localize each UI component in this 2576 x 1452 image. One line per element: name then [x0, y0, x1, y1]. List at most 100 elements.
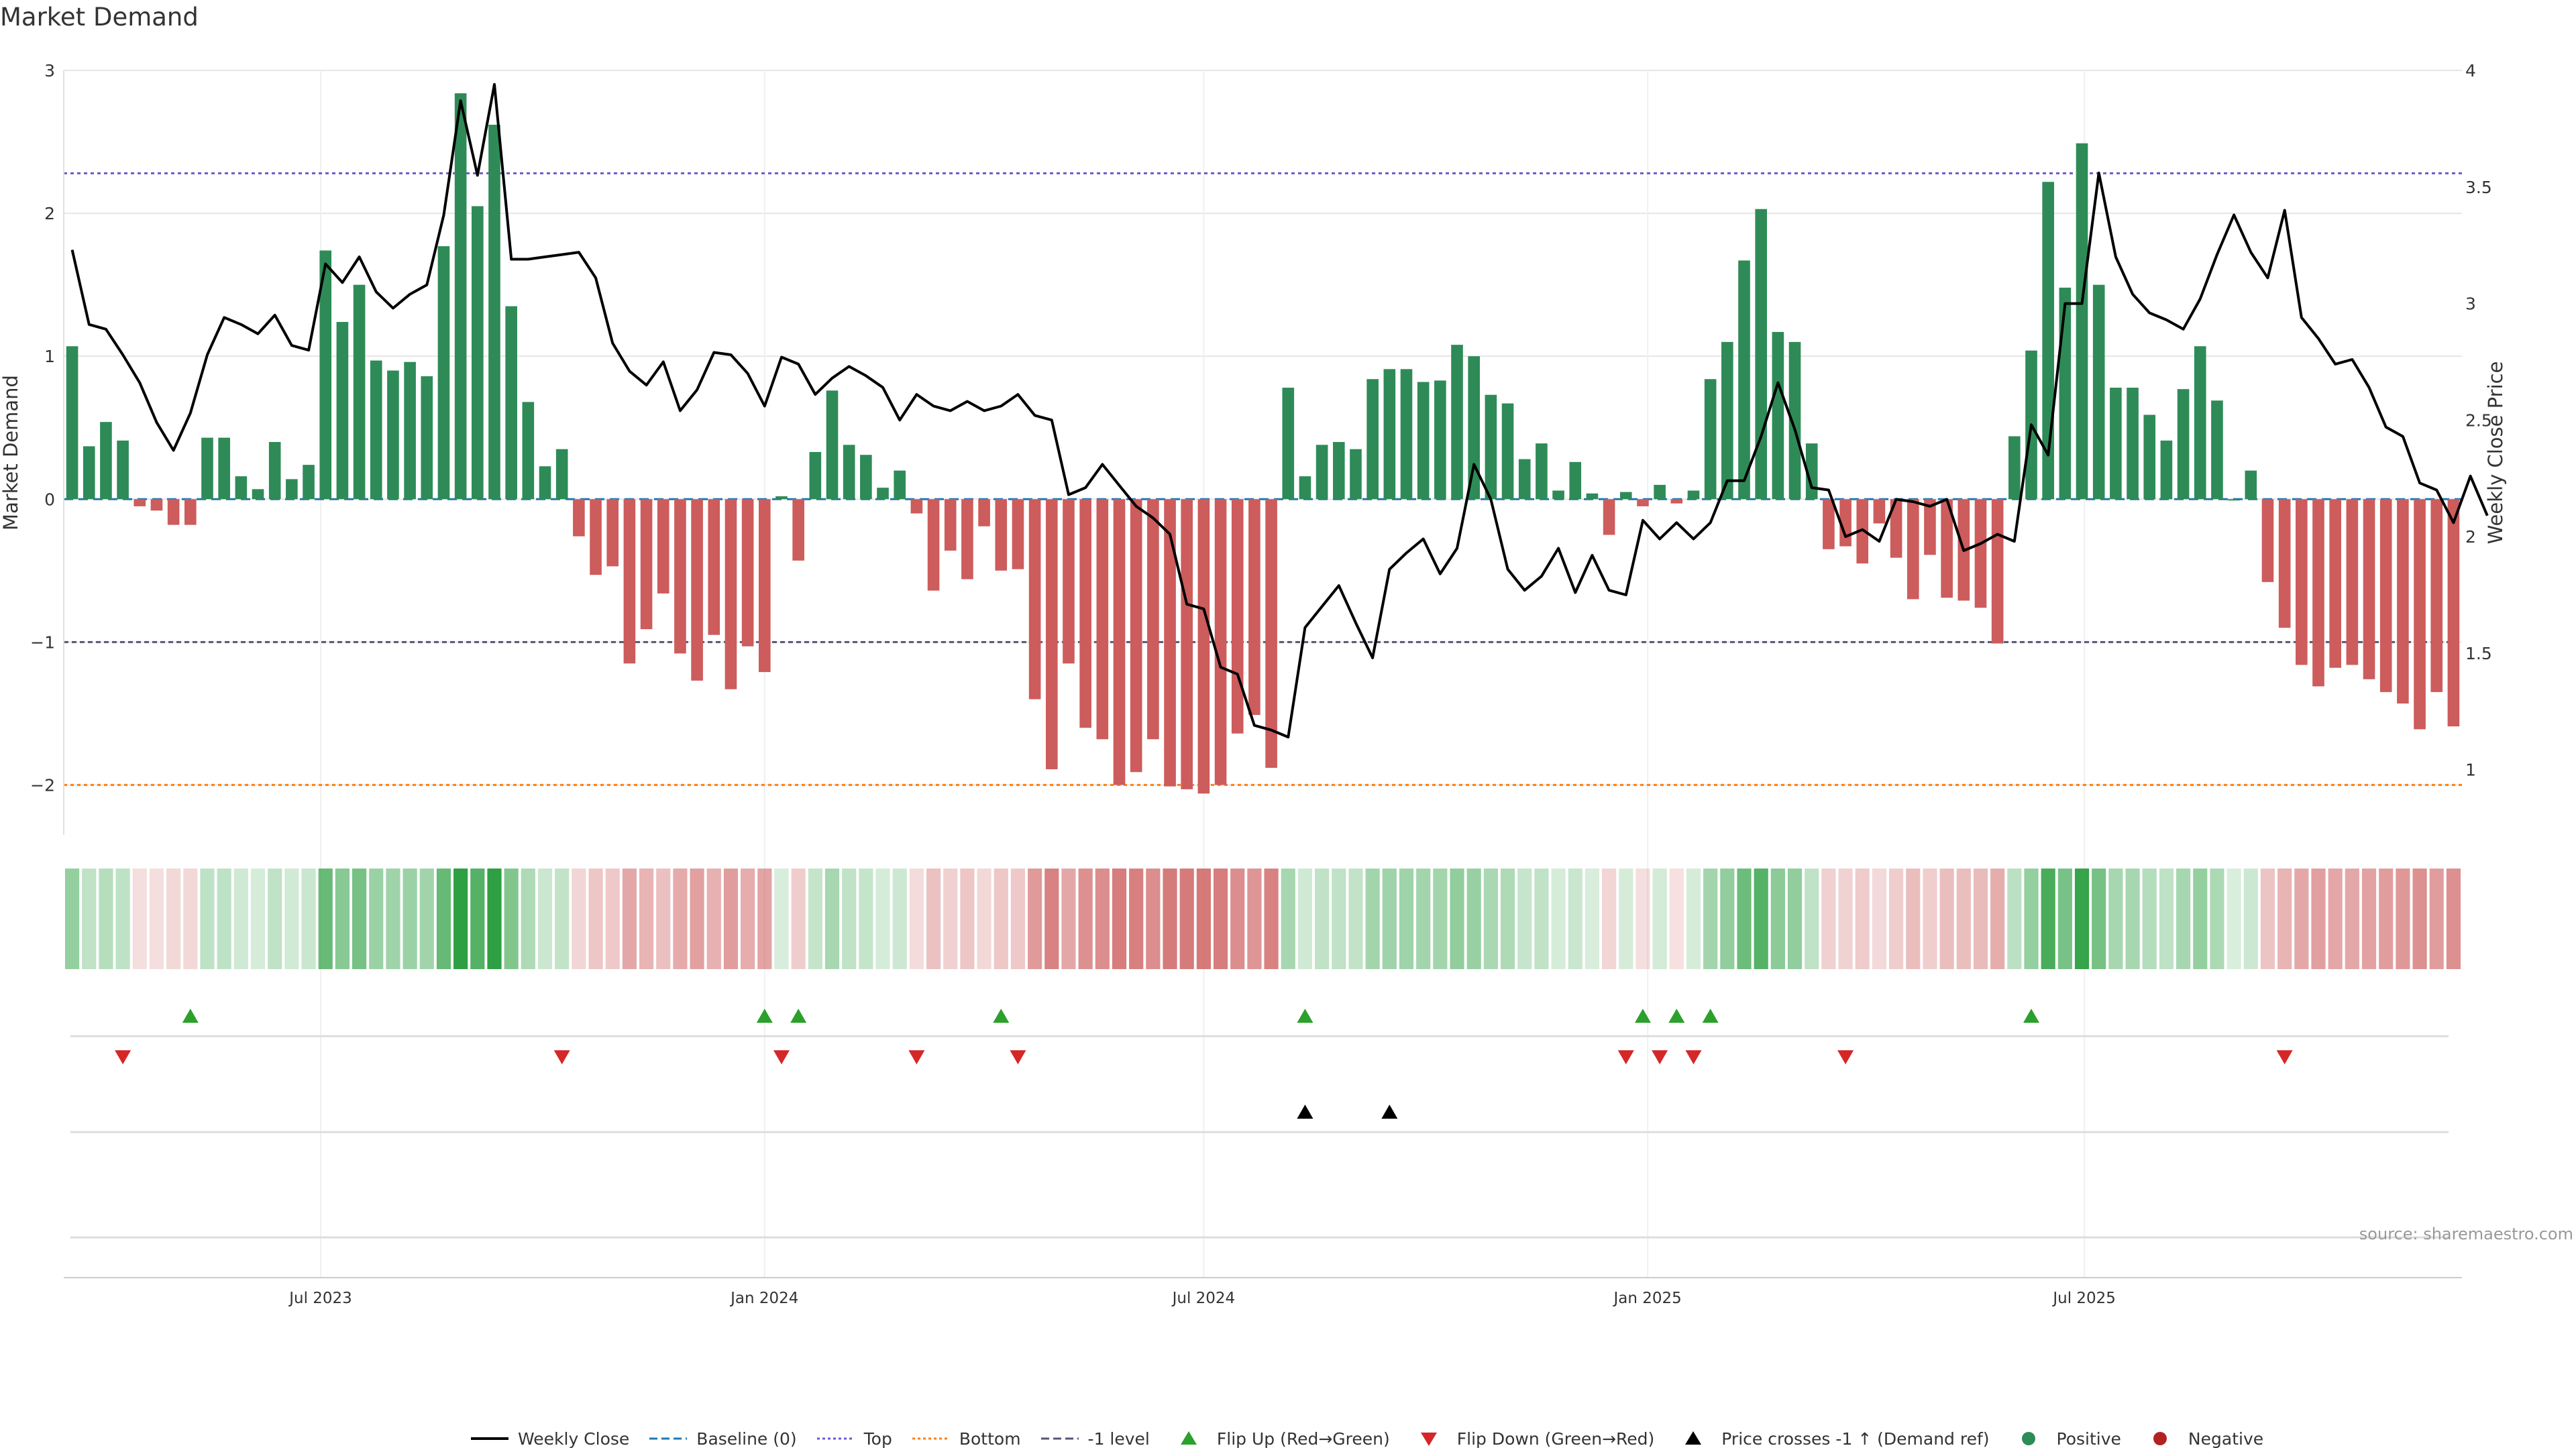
- heat-strip-cell: [1805, 869, 1819, 969]
- demand-bar: [1805, 443, 1818, 500]
- demand-bar: [370, 360, 382, 500]
- y-left-tick-label: 0: [44, 490, 55, 509]
- heat-strip-cell: [1230, 869, 1245, 969]
- demand-bar: [218, 437, 230, 500]
- heat-strip-cell: [892, 869, 907, 969]
- heat-strip-cell: [2074, 869, 2090, 969]
- demand-bar: [286, 479, 298, 500]
- demand-bar: [1738, 260, 1750, 500]
- demand-bar: [1569, 461, 1582, 500]
- y-left-axis-title: Market Demand: [0, 375, 22, 530]
- heat-strip-cell: [1112, 869, 1127, 969]
- demand-bar: [1164, 499, 1176, 787]
- demand-bar: [995, 499, 1008, 571]
- demand-bar: [573, 499, 585, 537]
- legend-item: Weekly Close: [470, 1429, 629, 1449]
- y-left-tick-label: 2: [44, 204, 55, 223]
- demand-bar: [894, 470, 906, 500]
- demand-bar: [1400, 369, 1413, 500]
- heat-strip-cell: [1889, 869, 1904, 969]
- demand-bar: [1823, 499, 1835, 549]
- demand-bar: [1063, 499, 1075, 664]
- heat-strip-cell: [859, 869, 873, 969]
- demand-bar: [1772, 331, 1784, 500]
- demand-bar: [1619, 492, 1632, 500]
- demand-bar: [1468, 356, 1481, 500]
- demand-bar: [2076, 143, 2088, 500]
- demand-bar: [404, 361, 416, 500]
- heat-strip-cell: [1855, 869, 1870, 969]
- heat-strip-cell: [690, 869, 704, 969]
- heat-strip-cell: [741, 869, 755, 969]
- heat-strip-cell: [1264, 869, 1279, 969]
- heat-strip-cell: [1821, 869, 1836, 969]
- flip-up-marker: [756, 1009, 773, 1023]
- dot-icon: [2021, 1432, 2035, 1445]
- flip-down-marker: [1652, 1050, 1668, 1064]
- flip-down-marker: [1010, 1050, 1026, 1064]
- legend-item: Top: [816, 1429, 892, 1449]
- demand-bar: [1434, 380, 1446, 500]
- weekly-close-line: [70, 82, 2489, 738]
- legend-label: Positive: [2056, 1429, 2121, 1449]
- demand-bar: [826, 390, 839, 500]
- demand-bar: [1890, 499, 1902, 558]
- demand-bar: [1350, 449, 1362, 500]
- y-left-tick-label: 3: [44, 61, 55, 80]
- heat-strip-cell: [588, 869, 603, 969]
- demand-bar: [1248, 499, 1260, 716]
- heat-strip-cell: [875, 869, 890, 969]
- heat-strip-cell: [1213, 869, 1228, 969]
- demand-bar: [1704, 379, 1717, 500]
- legend-item: Baseline (0): [648, 1429, 797, 1449]
- demand-bar: [1316, 445, 1328, 500]
- heat-strip-cell: [284, 869, 299, 969]
- dotted-line-icon: [912, 1437, 950, 1440]
- demand-bar: [1485, 394, 1497, 500]
- heat-strip-cell: [1365, 869, 1380, 969]
- heat-strip-cell: [419, 869, 434, 969]
- heat-strip-cell: [2294, 869, 2309, 969]
- flip-up-marker: [1297, 1009, 1313, 1023]
- heat-strip-cell: [1416, 869, 1431, 969]
- demand-bar: [539, 466, 551, 500]
- demand-bar: [657, 499, 669, 594]
- heat-strip-cell: [1466, 869, 1481, 969]
- heat-strip-cell: [1382, 869, 1397, 969]
- y-left-tick-label: 1: [44, 347, 55, 366]
- legend-label: Flip Down (Green→Red): [1456, 1429, 1655, 1449]
- heat-strip-cell: [1129, 869, 1144, 969]
- demand-bar: [235, 476, 248, 500]
- demand-bar: [1417, 382, 1430, 500]
- demand-bar: [2194, 346, 2206, 500]
- heat-strip-cell: [1585, 869, 1600, 969]
- demand-bar: [353, 284, 366, 500]
- heat-strip-cell: [622, 869, 637, 969]
- heat-strip-cell: [166, 869, 181, 969]
- heat-strip-cell: [555, 869, 570, 969]
- legend-label: -1 level: [1087, 1429, 1150, 1449]
- demand-bar: [1991, 499, 2004, 644]
- source-note: source: sharemaestro.com: [2359, 1225, 2573, 1243]
- demand-bar: [2278, 499, 2291, 628]
- demand-bar: [1282, 388, 1295, 500]
- heat-strip-cell: [1095, 869, 1110, 969]
- demand-bar: [1518, 459, 1531, 500]
- heat-strip-cell: [1872, 869, 1887, 969]
- demand-bar: [1654, 484, 1666, 500]
- triangle-down-icon: [1420, 1433, 1437, 1446]
- heat-strip-cell: [1923, 869, 1937, 969]
- demand-bar: [133, 499, 146, 506]
- heat-strip-cell: [909, 869, 924, 969]
- dashed-line-icon: [649, 1437, 688, 1440]
- heat-strip-cell: [335, 869, 350, 969]
- axes: −2 −1 0 1 2 3 1 1.5 2 2.5 3 3.5 4 Market Demand Weekly…: [0, 61, 2507, 1307]
- flip-up-marker: [790, 1009, 807, 1023]
- heat-strip-cell: [1534, 869, 1549, 969]
- demand-bar: [184, 499, 197, 525]
- heat-strip-cell: [1737, 869, 1752, 969]
- heat-strip-cell: [537, 869, 553, 969]
- flip-down-marker: [1837, 1050, 1854, 1064]
- demand-bar: [1637, 499, 1649, 506]
- y-right-tick-label: 1: [2465, 761, 2476, 780]
